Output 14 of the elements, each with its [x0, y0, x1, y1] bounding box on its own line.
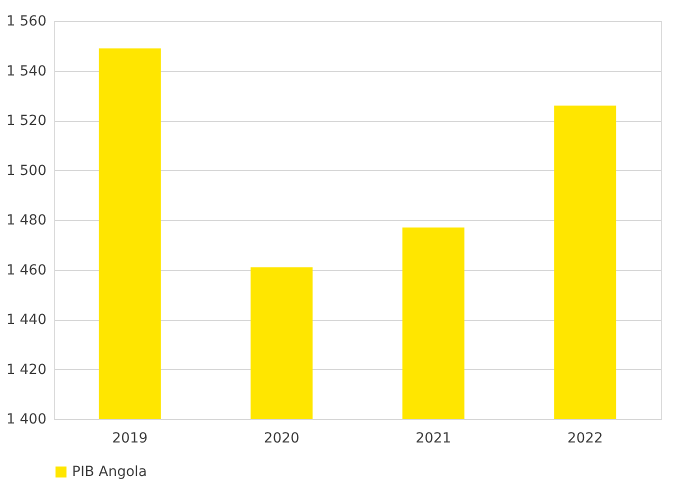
x-tick-label: 2022 [567, 430, 603, 446]
x-tick-label: 2019 [112, 430, 148, 446]
y-tick-label: 1 400 [6, 412, 46, 428]
legend-label: PIB Angola [72, 464, 147, 480]
x-tick-label: 2020 [264, 430, 300, 446]
y-tick-label: 1 540 [6, 63, 46, 80]
y-tick-label: 1 420 [6, 362, 46, 378]
y-tick-label: 1 560 [6, 14, 46, 30]
y-tick-label: 1 480 [6, 212, 46, 228]
x-tick-label: 2021 [416, 430, 452, 446]
y-tick-label: 1 440 [6, 312, 46, 328]
y-tick-label: 1 460 [6, 262, 46, 278]
y-tick-label: 1 520 [6, 113, 46, 129]
y-tick-label: 1 500 [6, 162, 46, 179]
